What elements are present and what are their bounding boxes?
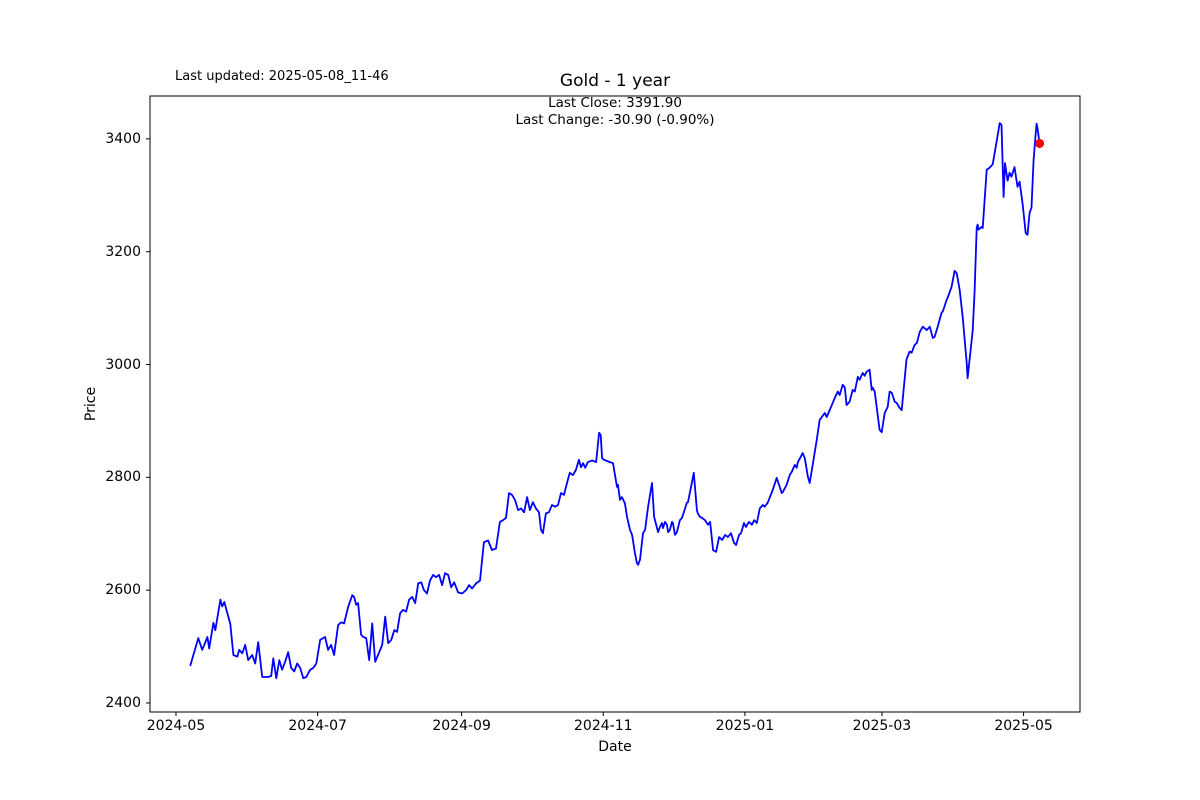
last-price-annotation: Last Close: 3391.90 Last Change: -30.90 … bbox=[150, 95, 1080, 129]
last-price-marker bbox=[1035, 138, 1045, 148]
y-tick-label: 3200 bbox=[105, 243, 141, 260]
annotation-last-change: Last Change: -30.90 (-0.90%) bbox=[515, 112, 715, 128]
x-tick-label: 2025-01 bbox=[715, 718, 775, 734]
x-tick-label: 2025-03 bbox=[852, 718, 912, 734]
plot-border bbox=[149, 95, 1081, 713]
price-line bbox=[189, 122, 1041, 680]
annotation-last-close: Last Close: 3391.90 bbox=[548, 95, 682, 111]
x-tick-label: 2025-05 bbox=[994, 718, 1053, 734]
chart-title: Gold - 1 year bbox=[559, 71, 671, 91]
y-tick-label: 2400 bbox=[105, 694, 141, 711]
y-tick-label: 3400 bbox=[105, 130, 141, 147]
x-tick-label: 2024-11 bbox=[574, 718, 633, 734]
y-tick-label: 2600 bbox=[105, 582, 141, 599]
y-tick-label: 2800 bbox=[105, 469, 141, 486]
x-axis-label: Date bbox=[598, 739, 632, 755]
y-tick-label: 3000 bbox=[105, 356, 141, 373]
x-tick-label: 2024-05 bbox=[146, 718, 206, 734]
x-tick-label: 2024-09 bbox=[432, 718, 491, 734]
last-updated-text: Last updated: 2025-05-08_11-46 bbox=[175, 69, 389, 84]
x-tick-label: 2024-07 bbox=[288, 718, 347, 734]
